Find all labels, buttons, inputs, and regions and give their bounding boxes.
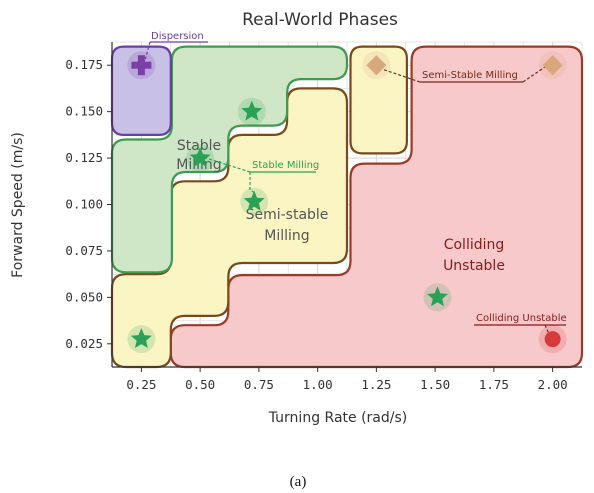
region-colliding-unstable xyxy=(169,45,584,369)
chart-title: Real-World Phases xyxy=(242,10,398,30)
leader-semi-a xyxy=(382,68,421,83)
leader-stable-b xyxy=(249,172,257,195)
y-tick-label: 0.050 xyxy=(65,289,103,304)
y-tick-label: 0.025 xyxy=(65,336,103,351)
region-labels: Stable Milling Semi-stable Milling Colli… xyxy=(176,138,505,274)
annotation-stable-milling: Stable Milling xyxy=(252,160,319,171)
star-marker xyxy=(241,100,263,121)
annotation-colliding-unstable: Colliding Unstable xyxy=(476,313,567,324)
label-stable-1: Stable xyxy=(177,138,221,154)
x-tick-label: 0.25 xyxy=(126,377,156,392)
y-ticks: 0.025 0.050 0.075 0.100 0.125 0.150 0.175 xyxy=(65,57,112,351)
star-marker xyxy=(189,147,211,167)
y-tick-label: 0.075 xyxy=(65,243,103,258)
x-ticks: 0.25 0.50 0.75 1.00 1.25 1.50 1.75 2.00 xyxy=(126,367,568,392)
label-semi-2: Milling xyxy=(264,228,309,244)
axes: 0.25 0.50 0.75 1.00 1.25 1.50 1.75 2.00 0.0250.… xyxy=(65,42,582,392)
x-tick-label: 0.75 xyxy=(244,377,274,392)
y-tick-label: 0.100 xyxy=(65,197,103,212)
label-colliding-1: Colliding xyxy=(444,237,505,253)
leader-stable-a xyxy=(205,157,251,173)
label-stable-2: Milling xyxy=(176,157,221,173)
star-marker xyxy=(427,286,448,307)
x-tick-label: 1.50 xyxy=(420,377,450,392)
x-axis-label: Turning Rate (rad/s) xyxy=(268,410,408,426)
data-points xyxy=(127,51,567,354)
annotation-dispersion: Dispersion xyxy=(151,31,204,42)
y-tick-label: 0.125 xyxy=(65,150,103,165)
x-tick-label: 1.25 xyxy=(361,377,391,392)
figure-caption: (a) xyxy=(290,474,307,490)
leader-semi-b xyxy=(522,66,545,83)
diamond-marker xyxy=(366,55,387,76)
y-axis-label: Forward Speed (m/s) xyxy=(10,132,26,278)
plus-marker-v xyxy=(137,55,145,76)
star-marker xyxy=(130,328,152,348)
diamond-marker xyxy=(542,55,563,76)
phase-regions xyxy=(110,45,584,369)
annotations: Dispersion Stable Milling Semi-Stable Mi… xyxy=(144,31,567,334)
annotation-semi-stable-milling: Semi-Stable Milling xyxy=(422,70,518,81)
x-tick-label: 1.00 xyxy=(303,377,333,392)
leader-colliding xyxy=(544,324,550,334)
leader-dispersion xyxy=(144,41,151,60)
region-dispersion xyxy=(110,45,172,136)
star-marker xyxy=(243,190,265,211)
x-tick-label: 1.75 xyxy=(479,377,509,392)
x-tick-label: 2.00 xyxy=(538,377,568,392)
label-colliding-2: Unstable xyxy=(443,258,505,274)
y-tick-label: 0.150 xyxy=(65,104,103,119)
y-tick-label: 0.175 xyxy=(65,57,103,72)
annotation-leaders xyxy=(144,41,566,334)
circle-marker xyxy=(544,331,561,348)
label-semi-1: Semi-stable xyxy=(246,207,329,223)
region-semi-stable-milling-top xyxy=(349,45,408,155)
x-tick-label: 0.50 xyxy=(185,377,215,392)
